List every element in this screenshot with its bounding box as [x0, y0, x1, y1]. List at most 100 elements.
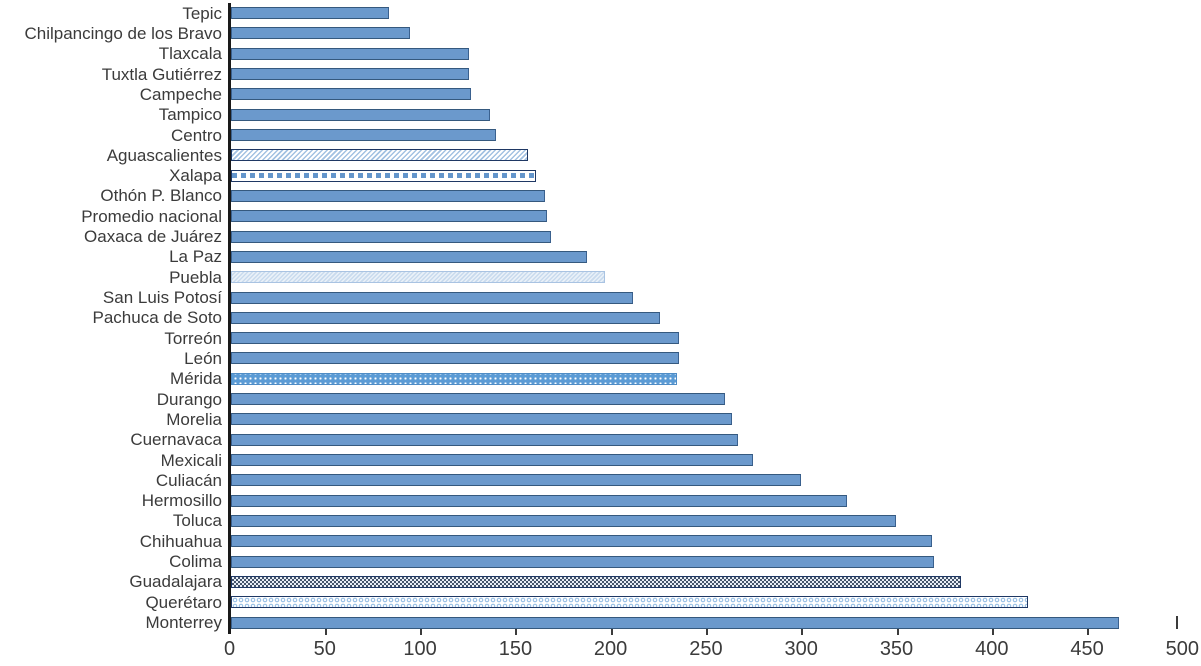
chart-row: Hermosillo	[0, 491, 1201, 511]
x-tick-label: 350	[879, 638, 914, 660]
bar-chihuahua	[231, 535, 933, 548]
bar-track	[231, 454, 1201, 467]
x-tick-label: 50	[313, 638, 336, 660]
x-tick-label: 0	[223, 638, 236, 660]
bar-track	[231, 474, 1201, 487]
x-tick-label: 200	[593, 638, 628, 660]
bar-track	[231, 47, 1201, 60]
bar-track	[231, 169, 1201, 182]
category-label: Othón P. Blanco	[100, 186, 222, 206]
bar-track	[231, 616, 1201, 629]
chart-row: Torreón	[0, 328, 1201, 348]
chart-row: Monterrey	[0, 612, 1201, 632]
bar-track	[231, 494, 1201, 507]
chart-row: Pachuca de Soto	[0, 308, 1201, 328]
bar-tlaxcala	[231, 47, 470, 60]
x-tick	[515, 629, 518, 635]
x-tick	[991, 629, 994, 635]
bar-track	[231, 189, 1201, 202]
x-tick	[1087, 629, 1090, 635]
bar-rows-container: Tepic Chilpancingo de los Bravo Tlaxcala Tu…	[0, 3, 1201, 633]
bar-track	[231, 413, 1201, 426]
bar-track	[231, 596, 1201, 609]
chart-row: Durango	[0, 389, 1201, 409]
bar-tuxtla-gutierrez	[231, 68, 470, 81]
bar-track	[231, 332, 1201, 345]
chart-row: Tlaxcala	[0, 44, 1201, 64]
x-tick	[610, 629, 613, 635]
chart-row: Tampico	[0, 105, 1201, 125]
x-tick	[705, 629, 708, 635]
category-label: Monterrey	[145, 613, 222, 633]
chart-row: Othón P. Blanco	[0, 186, 1201, 206]
bar-la-paz	[231, 250, 588, 263]
chart-row: Mérida	[0, 369, 1201, 389]
chart-row: Colima	[0, 551, 1201, 571]
category-label: Tampico	[158, 105, 222, 125]
category-label: Xalapa	[169, 166, 222, 186]
bar-track	[231, 271, 1201, 284]
bar-hermosillo	[231, 494, 847, 507]
category-label: Tuxtla Gutiérrez	[101, 64, 222, 84]
bar-oaxaca-de-juarez	[231, 230, 552, 243]
x-tick-label: 300	[784, 638, 818, 660]
bar-torreon	[231, 332, 679, 345]
chart-row: Centro	[0, 125, 1201, 145]
category-label: Querétaro	[145, 592, 222, 612]
bar-pachuca-de-soto	[231, 311, 660, 324]
bar-san-luis-potosi	[231, 291, 634, 304]
chart-row: Xalapa	[0, 166, 1201, 186]
category-label: Puebla	[169, 267, 222, 287]
x-tick-label: 450	[1070, 638, 1104, 660]
bar-chilpancingo-de-los-bravo	[231, 27, 411, 40]
category-label: Tepic	[182, 3, 222, 23]
bar-centro	[231, 129, 496, 142]
category-label: Campeche	[139, 84, 222, 104]
chart-row: Oaxaca de Juárez	[0, 226, 1201, 246]
bar-track	[231, 535, 1201, 548]
category-label: Mexicali	[160, 450, 222, 470]
category-label: Toluca	[172, 511, 222, 531]
category-label: Cuernavaca	[130, 430, 222, 450]
bar-track	[231, 108, 1201, 121]
bar-othon-p-blanco	[231, 189, 546, 202]
category-label: Colima	[169, 552, 222, 572]
category-label: Aguascalientes	[106, 145, 222, 165]
category-label: Torreón	[164, 328, 222, 348]
chart-row: Mexicali	[0, 450, 1201, 470]
chart-row: Chihuahua	[0, 531, 1201, 551]
bar-durango	[231, 393, 725, 406]
chart-row: Tuxtla Gutiérrez	[0, 64, 1201, 84]
bar-track	[231, 230, 1201, 243]
bar-track	[231, 352, 1201, 365]
y-axis-line	[228, 3, 231, 634]
bar-cuernavaca	[231, 433, 738, 446]
category-label: Pachuca de Soto	[92, 308, 222, 328]
x-tick	[420, 629, 423, 635]
bar-track	[231, 68, 1201, 81]
chart-row: Guadalajara	[0, 572, 1201, 592]
x-tick-label: 100	[403, 638, 437, 660]
bar-guadalajara	[231, 575, 961, 588]
category-label: Promedio nacional	[81, 206, 222, 226]
bar-culiacan	[231, 474, 801, 487]
bar-toluca	[231, 514, 897, 527]
bar-promedio-nacional	[231, 210, 548, 223]
category-label: Durango	[156, 389, 222, 409]
bar-track	[231, 291, 1201, 304]
category-label: San Luis Potosí	[102, 288, 222, 308]
x-tick-label: 150	[498, 638, 533, 660]
bar-morelia	[231, 413, 733, 426]
bar-track	[231, 129, 1201, 142]
bar-merida	[231, 372, 677, 385]
x-tick-end-marker	[1176, 616, 1179, 629]
bar-colima	[231, 555, 935, 568]
category-label: Mérida	[170, 369, 222, 389]
bar-track	[231, 393, 1201, 406]
chart-row: La Paz	[0, 247, 1201, 267]
chart-row: Puebla	[0, 267, 1201, 287]
chart-row: Querétaro	[0, 592, 1201, 612]
bar-tepic	[231, 7, 390, 20]
category-label: Centro	[170, 125, 222, 145]
